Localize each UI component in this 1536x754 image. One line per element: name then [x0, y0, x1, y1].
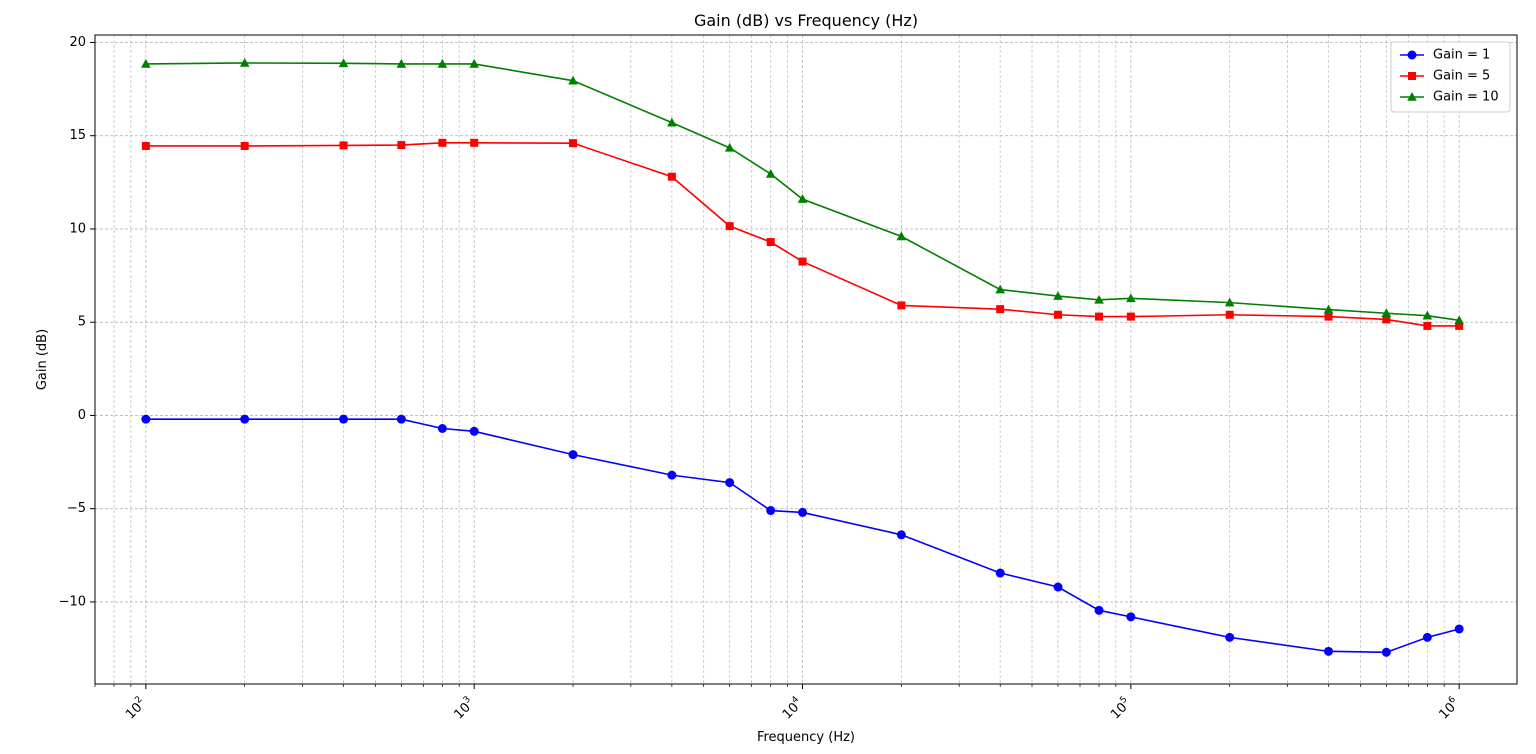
legend-marker	[1407, 92, 1417, 101]
series-2	[141, 138, 1464, 330]
data-point	[396, 414, 406, 424]
plot-frame	[94, 34, 1518, 685]
data-point	[1454, 315, 1464, 325]
data-point	[437, 424, 447, 434]
data-point	[1224, 297, 1235, 307]
data-point	[568, 450, 578, 460]
data-point	[1126, 612, 1136, 622]
data-point	[667, 172, 676, 181]
data-point	[995, 284, 1005, 294]
data-point	[1381, 308, 1392, 318]
data-point	[797, 194, 808, 203]
data-point	[1053, 582, 1063, 592]
legend-label: Gain = 10	[1433, 90, 1499, 105]
data-point	[1455, 321, 1464, 330]
data-point	[798, 257, 807, 266]
data-point	[438, 138, 447, 147]
data-point	[1381, 647, 1391, 657]
data-point	[667, 117, 677, 127]
data-point	[239, 57, 250, 67]
data-point	[141, 414, 151, 424]
legend-label: Gain = 5	[1433, 69, 1490, 84]
legend-label: Gain = 1	[1433, 48, 1490, 63]
data-point	[397, 141, 406, 150]
series-group	[141, 57, 1464, 657]
y-axis-ticks: 20 15 10 5 0 −5 −10	[59, 35, 95, 609]
data-point	[1126, 312, 1135, 321]
legend-box	[1390, 41, 1511, 113]
data-point	[1324, 312, 1333, 321]
series-1	[141, 414, 1464, 657]
grid	[94, 35, 1517, 684]
data-point	[339, 414, 349, 424]
data-point	[1225, 310, 1234, 319]
y-tick-label: 20	[69, 35, 86, 50]
data-point	[725, 222, 734, 231]
data-point	[766, 238, 775, 247]
data-point	[1054, 310, 1063, 319]
data-point	[1454, 624, 1464, 634]
y-tick-label: −10	[59, 594, 86, 609]
data-point	[141, 58, 151, 68]
data-point	[725, 478, 735, 488]
data-point	[667, 470, 677, 480]
data-point	[798, 507, 808, 517]
data-point	[396, 58, 407, 68]
y-tick-label: −5	[67, 501, 86, 516]
y-axis-label: Gain (dB)	[35, 329, 50, 390]
data-point	[470, 138, 479, 147]
data-point	[1423, 321, 1432, 330]
data-point	[1094, 605, 1104, 615]
data-point	[1126, 293, 1136, 303]
data-point	[240, 414, 250, 424]
data-point	[437, 58, 448, 68]
y-tick-label: 10	[69, 221, 86, 236]
legend-item: Gain = 5	[1400, 69, 1490, 84]
legend-marker	[1408, 72, 1416, 80]
legend-marker	[1407, 50, 1417, 60]
data-point	[724, 142, 735, 152]
data-point	[469, 58, 479, 68]
x-axis-label: Frequency (Hz)	[757, 730, 855, 745]
data-point	[240, 141, 249, 150]
data-point	[338, 58, 349, 68]
data-point	[568, 75, 578, 85]
data-point	[1422, 632, 1432, 642]
legend-item: Gain = 1	[1400, 48, 1490, 63]
data-point	[141, 141, 150, 150]
data-point	[1422, 310, 1433, 320]
data-point	[1323, 304, 1334, 314]
data-point	[996, 305, 1005, 314]
legend: Gain = 1 Gain = 5 Gain = 10	[1390, 41, 1511, 113]
y-tick-label: 15	[69, 128, 86, 143]
data-point	[897, 301, 906, 310]
y-tick-label: 0	[78, 408, 86, 423]
data-point	[469, 426, 479, 436]
data-point	[896, 231, 907, 241]
data-point	[1053, 291, 1063, 300]
legend-item: Gain = 10	[1400, 90, 1499, 105]
data-point	[766, 506, 776, 516]
y-tick-label: 5	[78, 315, 86, 330]
series-3	[141, 57, 1464, 325]
data-point	[765, 168, 776, 178]
data-point	[569, 139, 578, 148]
data-point	[995, 568, 1005, 578]
data-point	[1225, 632, 1235, 642]
data-point	[1095, 312, 1104, 321]
data-point	[339, 141, 348, 150]
data-point	[896, 530, 906, 540]
data-point	[1382, 315, 1391, 324]
chart-title: Gain (dB) vs Frequency (Hz)	[694, 11, 918, 30]
data-point	[1094, 294, 1104, 304]
data-point	[1324, 646, 1334, 656]
